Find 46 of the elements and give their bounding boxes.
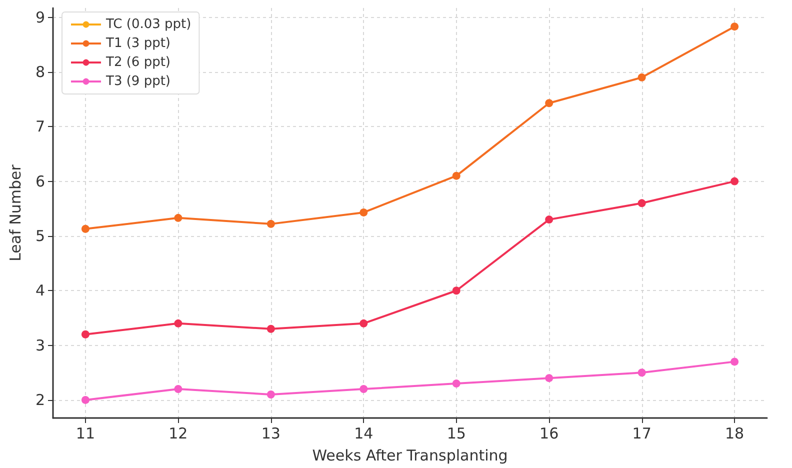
point (452, 286, 460, 295)
x-tick-label: 12 (168, 424, 188, 442)
y-tick-label: 5 (35, 226, 45, 245)
x-tick-label: 16 (540, 424, 559, 442)
point (266, 220, 275, 228)
point (174, 319, 182, 328)
point (81, 396, 90, 404)
y-tick-label: 8 (35, 62, 45, 81)
point (266, 324, 275, 333)
legend-label: T3 (9 ppt) (105, 74, 170, 89)
y-tick-label: 6 (35, 172, 45, 190)
point (174, 214, 182, 222)
x-tick-label: 14 (354, 424, 374, 442)
legend-label: TC (0.03 ppt) (105, 17, 192, 32)
point (360, 385, 368, 394)
point (266, 390, 275, 398)
point (81, 330, 90, 338)
x-tick-label: 17 (632, 424, 652, 442)
point (81, 224, 90, 233)
y-axis-title: Leaf Number (6, 164, 24, 262)
point (638, 199, 646, 208)
y-tick-label: 4 (35, 282, 45, 300)
point (730, 358, 739, 366)
point (360, 319, 368, 328)
point (174, 385, 182, 394)
point (730, 177, 739, 186)
y-tick-label: 7 (35, 118, 45, 136)
y-tick-label: 9 (35, 8, 45, 26)
point (545, 374, 554, 382)
point (638, 368, 646, 377)
legend-label: T1 (3 ppt) (105, 36, 170, 51)
point (452, 380, 460, 388)
point (545, 216, 554, 224)
point (545, 99, 554, 108)
legend-label: T2 (6 ppt) (105, 55, 170, 70)
x-tick-label: 11 (76, 424, 95, 442)
point (360, 208, 368, 216)
x-tick-label: 18 (725, 424, 744, 442)
point (638, 73, 646, 82)
point (730, 22, 739, 31)
x-tick-label: 15 (446, 424, 466, 442)
x-tick-label: 13 (261, 424, 280, 442)
y-tick-label: 2 (35, 390, 45, 409)
x-axis-title: Weeks After Transplanting (312, 446, 508, 464)
y-tick-label: 3 (35, 336, 45, 354)
point (452, 172, 460, 180)
